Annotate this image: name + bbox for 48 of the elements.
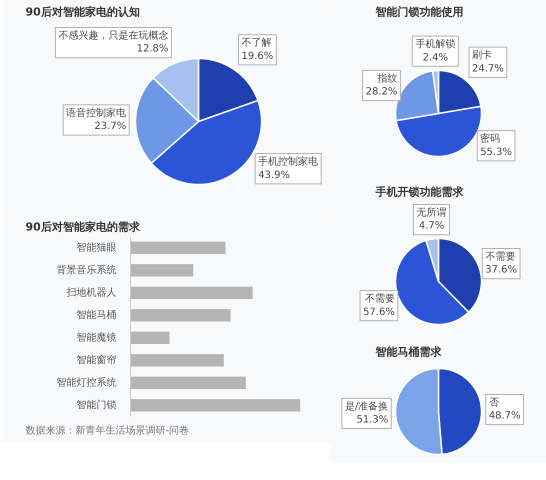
y-tick-label: 智能灯控系统	[56, 376, 116, 388]
slice-label: 密码	[480, 132, 500, 145]
data-label: 12.8%	[136, 44, 168, 55]
chart-title: 90后对智能家电的认知	[26, 6, 140, 18]
data-label: 37.6%	[485, 264, 518, 276]
data-label: 19.6%	[242, 50, 274, 62]
slice-label: 不了解	[242, 38, 272, 49]
data-label: 2.4%	[422, 52, 448, 64]
data-label: 51.3%	[356, 414, 388, 426]
slice-label: 不感兴趣，只是在玩概念	[58, 30, 168, 42]
y-tick-label: 智能门锁	[76, 398, 116, 411]
bar	[130, 399, 300, 412]
slice-label: 不需要	[485, 251, 516, 262]
bar	[130, 332, 170, 344]
slice-label: 指纹	[376, 72, 398, 84]
bar	[130, 242, 226, 254]
y-tick-label: 智能魔镜	[76, 331, 116, 344]
bar	[130, 286, 253, 299]
y-tick-label: 扫地机器人	[66, 286, 116, 298]
chart-title: 90后对智能家电的需求	[26, 220, 141, 234]
bar	[130, 309, 231, 322]
data-label: 48.7%	[488, 410, 521, 422]
chart-title: 智能门锁功能使用	[374, 6, 464, 18]
y-tick-label: 智能马桶	[76, 308, 116, 321]
bar	[130, 264, 194, 276]
data-label: 55.3%	[480, 146, 512, 158]
y-tick-label: 智能窗帘	[76, 354, 116, 366]
data-label: 28.2%	[366, 86, 398, 98]
slice-label: 无所谓	[416, 206, 447, 219]
chart-title: 手机开锁功能需求	[374, 186, 464, 198]
slice-label: 刷卡	[472, 49, 492, 62]
slice-label: 是/准备换	[344, 400, 388, 412]
y-tick-label: 背景音乐系统	[56, 264, 116, 276]
data-label: 24.7%	[472, 63, 504, 74]
chart-title: 智能马桶需求	[374, 346, 442, 358]
bar	[130, 376, 246, 389]
slice-label: 否	[488, 397, 499, 408]
data-label: 4.7%	[418, 220, 444, 232]
data-label: 43.9%	[258, 170, 290, 181]
slice-label: 语音控制家电	[66, 106, 126, 119]
data-label: 57.6%	[363, 306, 395, 318]
bar	[130, 354, 224, 366]
slice-label: 手机解锁	[415, 38, 456, 50]
data-label: 23.7%	[94, 121, 126, 132]
slice-label: 手机控制家电	[258, 156, 318, 168]
slice-label: 不需要	[364, 294, 395, 305]
source-note: 数据来源：新青年生活场景调研-问卷	[26, 424, 190, 436]
y-tick-label: 智能猫眼	[76, 241, 116, 254]
